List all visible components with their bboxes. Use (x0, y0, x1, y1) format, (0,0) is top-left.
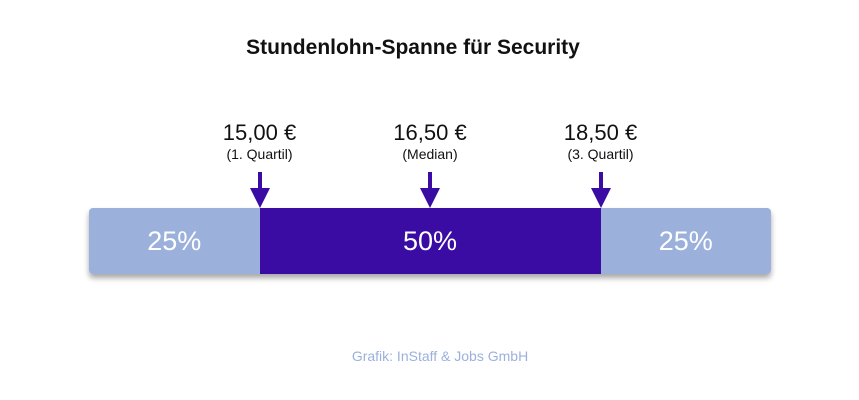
marker-label: (3. Quartil) (567, 146, 634, 162)
quartile-marker: 15,00 € (1. Quartil) (180, 120, 340, 162)
marker-value: 15,00 € (222, 120, 297, 145)
percentile-bar: 25% 50% 25% (89, 208, 771, 274)
down-arrow-icon (590, 172, 611, 208)
marker-label: (1. Quartil) (226, 146, 293, 162)
marker-value: 16,50 € (393, 120, 467, 145)
chart-title: Stundenlohn-Spanne für Security (246, 36, 580, 59)
source-credit: Grafik: InStaff & Jobs GmbH (351, 348, 529, 364)
quartile-marker: 18,50 € (3. Quartil) (521, 120, 681, 162)
marker-label: (Median) (402, 146, 458, 162)
quartile-marker: 16,50 € (Median) (350, 120, 510, 162)
down-arrow-icon (249, 172, 270, 208)
bar-segment: 25% (600, 208, 771, 274)
bar-segment: 50% (259, 208, 601, 274)
marker-value: 18,50 € (563, 120, 638, 145)
down-arrow-icon (420, 172, 440, 208)
bar-segment: 25% (89, 208, 260, 274)
segment-label: 50% (402, 225, 458, 256)
segment-label: 25% (658, 225, 713, 256)
segment-label: 25% (147, 225, 202, 256)
